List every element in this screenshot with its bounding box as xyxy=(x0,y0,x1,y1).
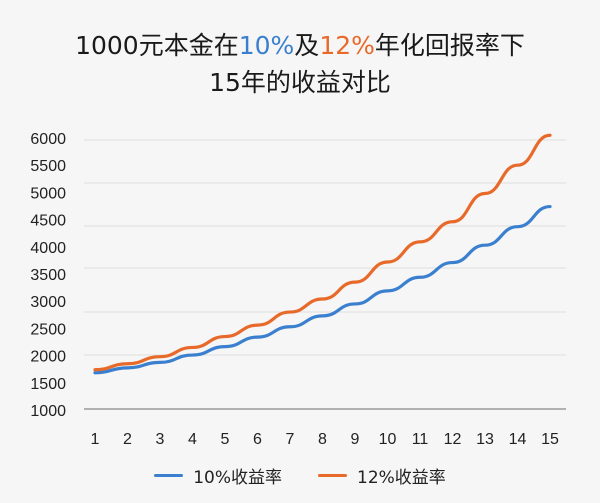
title-text: 年化回报率下 xyxy=(374,31,525,60)
x-tick-label: 14 xyxy=(509,431,527,448)
x-tick-label: 4 xyxy=(188,431,197,448)
x-tick-label: 11 xyxy=(412,431,429,448)
x-tick-label: 1 xyxy=(91,431,100,448)
y-tick-label: 4000 xyxy=(30,240,66,257)
legend-item-10: 10%收益率 xyxy=(154,463,282,488)
title-text: 及 xyxy=(294,31,320,60)
x-tick-label: 12 xyxy=(444,431,462,448)
y-tick-label: 1500 xyxy=(30,376,66,393)
title-rate-a: 10% xyxy=(238,31,295,60)
y-tick-label: 1000 xyxy=(30,403,66,420)
series-line-10 xyxy=(93,204,552,375)
chart-title-line1: 1000元本金在10%及12%年化回报率下 xyxy=(0,29,600,63)
legend-label-10: 10%收益率 xyxy=(193,468,282,488)
series-line-12 xyxy=(93,133,552,372)
x-tick-label: 10 xyxy=(379,431,397,448)
x-tick-label: 3 xyxy=(156,431,165,448)
legend: 10%收益率 12%收益率 xyxy=(0,463,600,488)
y-tick-label: 5000 xyxy=(30,185,66,202)
y-tick-label: 2000 xyxy=(30,349,66,366)
x-tick-label: 13 xyxy=(476,431,494,448)
x-tick-label: 15 xyxy=(541,431,559,448)
x-tick-label: 7 xyxy=(286,431,295,448)
title-rate-b: 12% xyxy=(319,31,375,60)
y-tick-label: 4500 xyxy=(30,213,66,230)
x-tick-label: 9 xyxy=(351,431,360,448)
legend-swatch-12 xyxy=(318,474,347,477)
x-tick-label: 8 xyxy=(318,431,327,448)
y-tick-label: 3000 xyxy=(30,294,66,311)
y-tick-label: 2500 xyxy=(30,321,66,338)
x-tick-label: 5 xyxy=(221,431,230,448)
legend-item-12: 12%收益率 xyxy=(318,463,446,488)
y-tick-label: 6000 xyxy=(30,131,66,148)
y-tick-label: 3500 xyxy=(30,267,66,284)
y-tick-label: 5500 xyxy=(30,158,66,175)
title-text: 1000元本金在 xyxy=(75,31,239,60)
x-tick-label: 2 xyxy=(123,431,132,448)
chart-title-line2: 15年的收益对比 xyxy=(209,68,391,97)
x-tick-label: 6 xyxy=(253,431,262,448)
legend-label-12: 12%收益率 xyxy=(357,468,446,488)
legend-swatch-10 xyxy=(154,474,184,477)
